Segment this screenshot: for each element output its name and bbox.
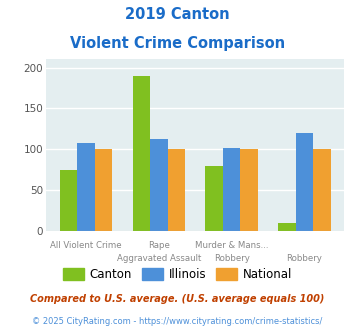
Bar xyxy=(278,223,296,231)
Bar xyxy=(77,143,95,231)
Text: 2019 Canton: 2019 Canton xyxy=(125,7,230,21)
Bar xyxy=(95,149,112,231)
Bar xyxy=(296,133,313,231)
Bar xyxy=(223,148,240,231)
Bar xyxy=(313,149,331,231)
Bar xyxy=(60,170,77,231)
Bar xyxy=(150,139,168,231)
Bar xyxy=(132,76,150,231)
Text: Aggravated Assault: Aggravated Assault xyxy=(117,254,201,263)
Text: Robbery: Robbery xyxy=(286,254,322,263)
Text: Murder & Mans...: Murder & Mans... xyxy=(195,241,268,250)
Bar xyxy=(168,149,185,231)
Legend: Canton, Illinois, National: Canton, Illinois, National xyxy=(58,263,297,286)
Bar xyxy=(206,166,223,231)
Bar xyxy=(240,149,258,231)
Text: Violent Crime Comparison: Violent Crime Comparison xyxy=(70,36,285,51)
Text: Rape: Rape xyxy=(148,241,170,250)
Text: All Violent Crime: All Violent Crime xyxy=(50,241,122,250)
Text: Compared to U.S. average. (U.S. average equals 100): Compared to U.S. average. (U.S. average … xyxy=(30,294,325,304)
Text: © 2025 CityRating.com - https://www.cityrating.com/crime-statistics/: © 2025 CityRating.com - https://www.city… xyxy=(32,317,323,326)
Text: Robbery: Robbery xyxy=(214,254,250,263)
